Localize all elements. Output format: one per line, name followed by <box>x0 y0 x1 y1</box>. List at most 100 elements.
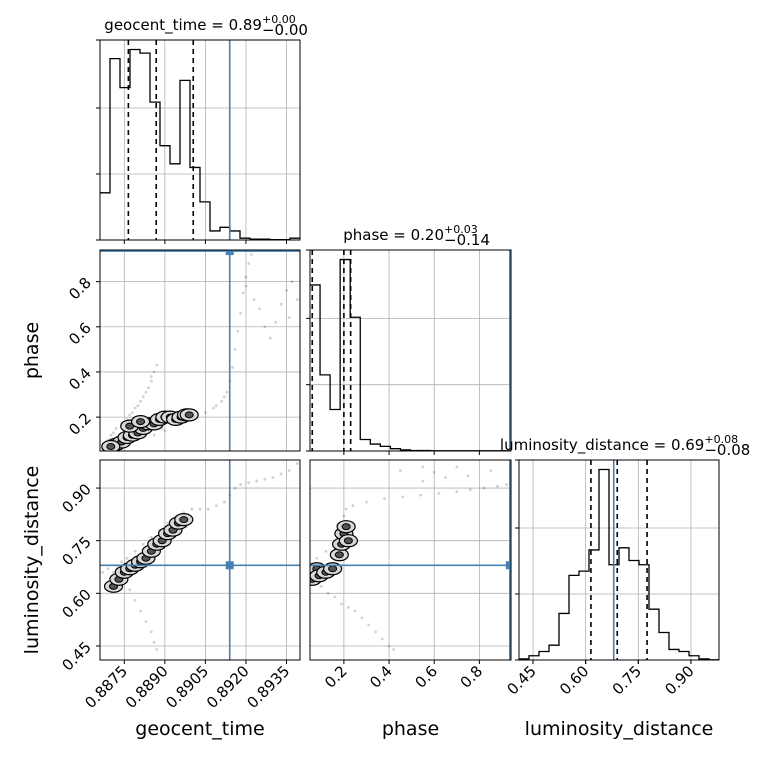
sample-point <box>141 395 145 399</box>
sample-point <box>353 609 357 613</box>
axes-frame <box>309 249 512 452</box>
sample-point <box>263 325 267 329</box>
sample-point <box>489 469 493 472</box>
sample-point <box>340 602 344 606</box>
sample-point <box>149 535 153 539</box>
y-tick-label: 0.2 <box>65 409 95 439</box>
sample-point <box>136 404 140 408</box>
panel-title: phase = 0.20+0.03 <box>343 223 478 244</box>
title-base: phase = 0.20 <box>343 226 444 244</box>
hist-panel-luminosity_distance <box>515 459 720 664</box>
sample-point <box>392 648 395 651</box>
title-base: geocent_time = 0.89 <box>104 16 262 35</box>
histogram-step <box>519 468 719 661</box>
panel-title: luminosity_distance = 0.69+0.08 <box>500 433 738 455</box>
sample-point <box>351 504 355 508</box>
x-axis-label: geocent_time <box>135 718 264 740</box>
sample-point <box>398 469 402 472</box>
truth-marker <box>505 561 511 570</box>
hist-panel-phase <box>306 249 512 455</box>
sample-point <box>125 556 129 560</box>
x-axis-label: luminosity_distance <box>525 718 714 740</box>
sample-point <box>444 476 447 479</box>
sample-point <box>244 284 248 288</box>
sample-point <box>152 370 156 374</box>
sample-point <box>155 363 159 367</box>
panel-title: geocent_time = 0.89+0.00 <box>104 13 295 35</box>
x-tick-labels-luminosity_distance: 0.45 0.60 0.75 0.90 <box>504 660 698 698</box>
x-tick-label: 0.2 <box>321 662 351 692</box>
y-axis-label: luminosity_distance <box>21 466 43 655</box>
sample-point <box>287 316 291 320</box>
x-tick-label: 0.8 <box>457 662 487 692</box>
sample-point <box>147 386 151 390</box>
sample-point <box>112 431 115 435</box>
title-sub: −0.14 <box>444 231 490 249</box>
sample-point <box>190 507 194 511</box>
sample-point <box>144 390 148 394</box>
sample-point <box>133 549 137 553</box>
sample-point <box>128 588 132 592</box>
sample-point <box>152 641 156 644</box>
panel-content <box>100 250 300 451</box>
truth-marker <box>225 250 234 256</box>
sample-point <box>279 302 283 306</box>
sample-point <box>231 366 234 369</box>
sample-point <box>496 484 499 488</box>
title-base: luminosity_distance = 0.69 <box>500 436 704 455</box>
sample-point <box>239 483 242 486</box>
x-tick-labels-phase: 0.2 0.4 0.6 0.8 <box>321 660 486 692</box>
scatter-panel-phase_vs_geocent_time <box>99 249 301 452</box>
sample-point <box>247 262 251 265</box>
sample-point <box>401 495 404 499</box>
sample-point <box>419 493 423 497</box>
sample-point <box>367 623 371 627</box>
sample-point <box>239 311 242 315</box>
x-tick-label: 0.8905 <box>162 662 212 712</box>
sample-point <box>220 399 224 403</box>
sample-point <box>133 598 137 602</box>
histogram-step <box>310 258 511 452</box>
title-sup: +0.03 <box>444 223 478 236</box>
hist-panel-geocent_time <box>96 39 301 244</box>
x-tick-label: 0.8875 <box>81 662 131 712</box>
sample-point <box>383 497 386 500</box>
density-core <box>341 523 351 531</box>
sample-point <box>166 521 169 525</box>
sample-point <box>287 469 291 472</box>
y-tick-labels-luminosity_distance: 0.45 0.60 0.75 0.90 <box>58 480 100 674</box>
sample-point <box>204 411 207 415</box>
title-sub: −0.08 <box>704 441 750 459</box>
panel-content <box>310 460 511 660</box>
sample-point <box>455 465 459 469</box>
x-tick-label: 0.4 <box>366 662 396 692</box>
sample-point <box>128 413 132 417</box>
sample-point <box>421 465 425 469</box>
sample-point <box>236 329 240 333</box>
sample-point <box>212 406 215 410</box>
sample-point <box>139 399 142 403</box>
sample-point <box>263 477 267 481</box>
sample-point <box>214 404 218 408</box>
sample-point <box>233 486 237 490</box>
scatter-panel-luminosity_distance_vs_geocent_time <box>99 459 301 661</box>
density-core <box>136 418 146 426</box>
panel-title-geocent_time: geocent_time = 0.89+0.00−0.00 <box>104 13 308 39</box>
sample-point <box>141 542 145 546</box>
sample-point <box>149 375 153 378</box>
density-core <box>184 411 194 419</box>
sample-point <box>466 474 470 478</box>
sample-point <box>346 605 350 609</box>
sample-point <box>271 476 275 479</box>
sample-point <box>279 472 283 476</box>
x-tick-label: 0.6 <box>411 662 441 692</box>
axes-frame <box>99 39 301 241</box>
title-sub: −0.00 <box>262 21 308 39</box>
scatter-panel-luminosity_distance_vs_phase <box>309 459 512 661</box>
sample-point <box>505 483 508 486</box>
sample-point <box>319 584 323 588</box>
sample-point <box>214 504 218 508</box>
sample-point <box>290 280 294 284</box>
density-core <box>106 442 116 450</box>
